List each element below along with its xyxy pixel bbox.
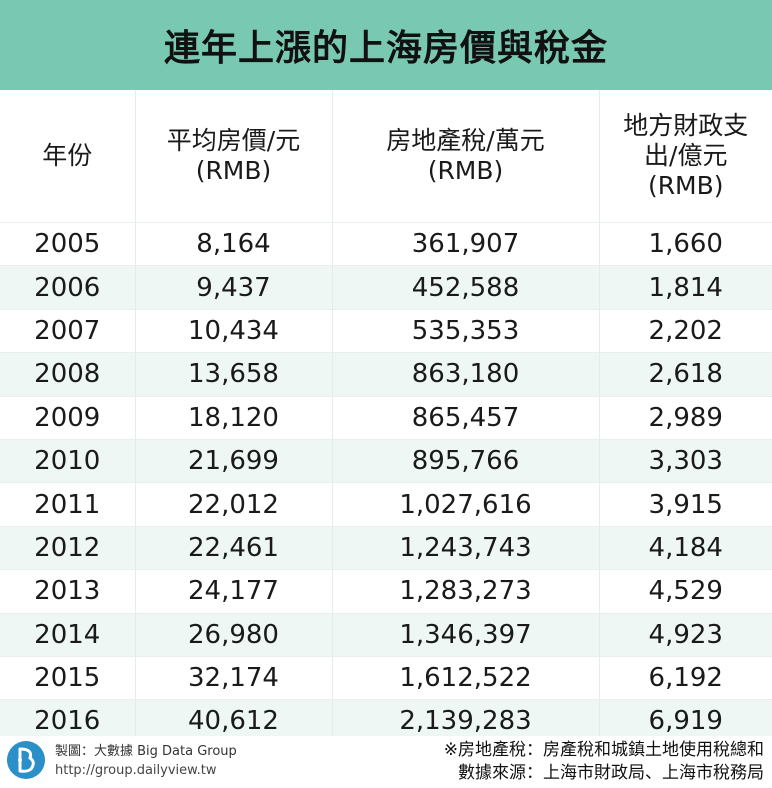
header-year-line: 年份 [42, 141, 93, 170]
cell-property-tax: 1,346,397 [332, 612, 600, 657]
credit: 製圖：大數據 Big Data Group http://group.daily… [55, 742, 237, 780]
cell-property-tax: 863,180 [332, 352, 600, 397]
credit-line1: 製圖：大數據 Big Data Group [55, 744, 237, 759]
table-row: 2008 13,658 863,180 2,618 [0, 352, 772, 397]
cell-local-expenditure: 1,814 [599, 265, 772, 310]
cell-property-tax: 361,907 [332, 221, 600, 266]
cell-year: 2016 [0, 699, 136, 743]
header-property-tax: 房地產稅/萬元 (RMB) [332, 90, 600, 223]
table-row: 2009 18,120 865,457 2,989 [0, 395, 772, 440]
cell-year: 2008 [0, 352, 136, 397]
cell-local-expenditure: 6,919 [599, 699, 772, 743]
cell-year: 2014 [0, 612, 136, 657]
header-property-tax-line1: 房地產稅/萬元 [386, 126, 545, 155]
cell-avg-price: 24,177 [135, 569, 333, 614]
cell-avg-price: 32,174 [135, 655, 333, 700]
cell-property-tax: 535,353 [332, 308, 600, 353]
cell-year: 2007 [0, 308, 136, 353]
cell-property-tax: 2,139,283 [332, 699, 600, 743]
cell-local-expenditure: 2,989 [599, 395, 772, 440]
table-body: 2005 8,164 361,907 1,660 2006 9,437 452,588 1,8… [0, 221, 772, 743]
table-row: 2006 9,437 452,588 1,814 [0, 265, 772, 310]
table-row: 2016 40,612 2,139,283 6,919 [0, 699, 772, 743]
cell-local-expenditure: 2,618 [599, 352, 772, 397]
cell-local-expenditure: 4,923 [599, 612, 772, 657]
cell-local-expenditure: 4,529 [599, 569, 772, 614]
header-avg-price-line2: (RMB) [195, 156, 272, 185]
cell-property-tax: 1,283,273 [332, 569, 600, 614]
cell-avg-price: 8,164 [135, 221, 333, 266]
cell-year: 2010 [0, 438, 136, 483]
cell-year: 2005 [0, 221, 136, 266]
page-title: 連年上漲的上海房價與稅金 [163, 28, 608, 69]
cell-property-tax: 452,588 [332, 265, 600, 310]
header-year: 年份 [0, 90, 136, 223]
header-avg-price-line1: 平均房價/元 [166, 126, 301, 155]
cell-avg-price: 21,699 [135, 438, 333, 483]
cell-local-expenditure: 2,202 [599, 308, 772, 353]
note-line2: 數據來源：上海市財政局、上海市稅務局 [458, 763, 764, 783]
table-row: 2014 26,980 1,346,397 4,923 [0, 612, 772, 657]
header-local-expenditure-line1: 地方財政支 [623, 111, 749, 140]
cell-avg-price: 22,461 [135, 525, 333, 570]
header-local-expenditure-line2: 出/億元 [644, 141, 728, 170]
cell-local-expenditure: 6,192 [599, 655, 772, 700]
cell-local-expenditure: 1,660 [599, 221, 772, 266]
cell-property-tax: 865,457 [332, 395, 600, 440]
table-row: 2010 21,699 895,766 3,303 [0, 438, 772, 483]
footer: 製圖：大數據 Big Data Group http://group.daily… [0, 736, 772, 788]
table-row: 2007 10,434 535,353 2,202 [0, 308, 772, 353]
cell-year: 2006 [0, 265, 136, 310]
header-property-tax-line2: (RMB) [427, 156, 504, 185]
title-bar: 連年上漲的上海房價與稅金 [0, 0, 772, 90]
cell-local-expenditure: 3,303 [599, 438, 772, 483]
cell-avg-price: 9,437 [135, 265, 333, 310]
cell-avg-price: 22,012 [135, 482, 333, 527]
table-row: 2015 32,174 1,612,522 6,192 [0, 655, 772, 700]
cell-property-tax: 895,766 [332, 438, 600, 483]
table-row: 2005 8,164 361,907 1,660 [0, 221, 772, 266]
data-table: 年份 平均房價/元 (RMB) 房地產稅/萬元 (RMB) 地方財政支 出/億元… [0, 90, 772, 743]
note-line1: ※房地產稅：房產稅和城鎮土地使用稅總和 [443, 740, 764, 760]
header-avg-price: 平均房價/元 (RMB) [135, 90, 333, 223]
table-row: 2013 24,177 1,283,273 4,529 [0, 569, 772, 614]
big-data-group-logo-icon [7, 741, 45, 779]
cell-local-expenditure: 4,184 [599, 525, 772, 570]
header-local-expenditure: 地方財政支 出/億元 (RMB) [599, 90, 772, 223]
cell-year: 2009 [0, 395, 136, 440]
cell-year: 2012 [0, 525, 136, 570]
table-row: 2012 22,461 1,243,743 4,184 [0, 525, 772, 570]
cell-avg-price: 18,120 [135, 395, 333, 440]
credit-url[interactable]: http://group.dailyview.tw [55, 763, 217, 778]
cell-year: 2011 [0, 482, 136, 527]
header-row: 年份 平均房價/元 (RMB) 房地產稅/萬元 (RMB) 地方財政支 出/億元… [0, 90, 772, 223]
cell-year: 2015 [0, 655, 136, 700]
cell-property-tax: 1,027,616 [332, 482, 600, 527]
cell-avg-price: 13,658 [135, 352, 333, 397]
cell-avg-price: 10,434 [135, 308, 333, 353]
cell-avg-price: 26,980 [135, 612, 333, 657]
cell-year: 2013 [0, 569, 136, 614]
cell-local-expenditure: 3,915 [599, 482, 772, 527]
header-local-expenditure-line3: (RMB) [647, 171, 724, 200]
table-row: 2011 22,012 1,027,616 3,915 [0, 482, 772, 527]
cell-avg-price: 40,612 [135, 699, 333, 743]
cell-property-tax: 1,612,522 [332, 655, 600, 700]
cell-property-tax: 1,243,743 [332, 525, 600, 570]
source-notes: ※房地產稅：房產稅和城鎮土地使用稅總和 數據來源：上海市財政局、上海市稅務局 [444, 739, 764, 785]
